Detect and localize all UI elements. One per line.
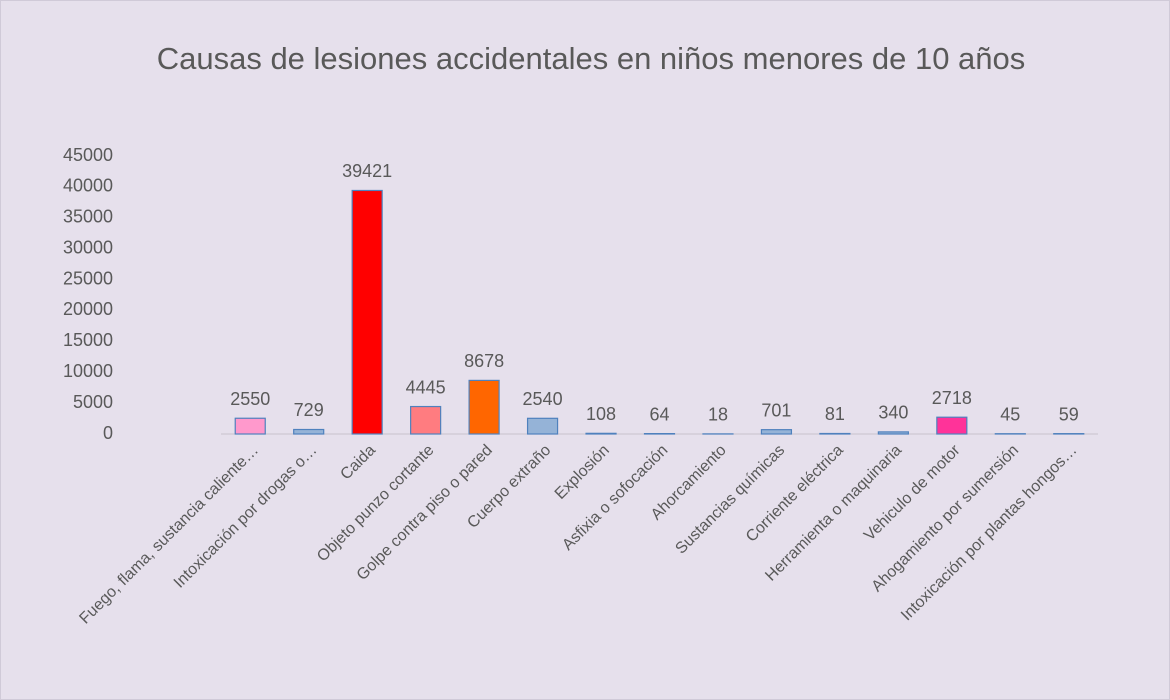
y-tick-label: 45000 bbox=[63, 145, 113, 165]
x-tick-label: Asfixia o sofocación bbox=[559, 442, 671, 554]
data-label: 2540 bbox=[523, 389, 563, 409]
x-tick-label: Vehiculo de motor bbox=[861, 441, 964, 544]
y-tick-label: 15000 bbox=[63, 330, 113, 350]
bar bbox=[526, 417, 559, 435]
data-label: 729 bbox=[294, 400, 324, 420]
y-tick-label: 30000 bbox=[63, 237, 113, 257]
bar bbox=[468, 379, 500, 435]
y-tick-label: 5000 bbox=[73, 392, 113, 412]
bar bbox=[351, 189, 383, 435]
x-tick-label: Sustancias químicas bbox=[672, 442, 788, 558]
chart-title: Causas de lesiones accidentales en niños… bbox=[156, 41, 1026, 76]
data-label: 701 bbox=[761, 400, 791, 420]
data-label: 8678 bbox=[464, 351, 504, 371]
bar bbox=[234, 417, 266, 435]
y-tick-label: 0 bbox=[103, 423, 113, 443]
data-label: 64 bbox=[649, 404, 669, 424]
y-tick-label: 10000 bbox=[63, 361, 113, 381]
data-label: 2718 bbox=[932, 388, 972, 408]
data-label: 340 bbox=[878, 403, 908, 423]
y-tick-label: 25000 bbox=[63, 268, 113, 288]
x-tick-label: Objeto punzo cortante bbox=[314, 442, 437, 565]
bar bbox=[585, 432, 617, 435]
data-label: 2550 bbox=[230, 389, 270, 409]
data-label: 4445 bbox=[406, 377, 446, 397]
y-tick-label: 20000 bbox=[63, 299, 113, 319]
data-label: 45 bbox=[1000, 404, 1020, 424]
x-tick-label: Explosión bbox=[552, 442, 613, 503]
data-label: 81 bbox=[825, 404, 845, 424]
bar bbox=[936, 416, 968, 435]
bar bbox=[877, 431, 909, 435]
bar bbox=[819, 432, 851, 435]
data-label: 59 bbox=[1059, 404, 1079, 424]
x-tick-label: Corriente eléctrica bbox=[743, 442, 847, 546]
y-tick-label: 35000 bbox=[63, 207, 113, 227]
y-tick-label: 40000 bbox=[63, 176, 113, 196]
bar bbox=[760, 429, 793, 435]
bar bbox=[293, 428, 325, 435]
bar bbox=[410, 405, 442, 435]
data-label: 39421 bbox=[342, 161, 392, 181]
data-label: 18 bbox=[708, 405, 728, 425]
data-label: 108 bbox=[586, 404, 616, 424]
x-tick-label: Caida bbox=[337, 442, 379, 484]
